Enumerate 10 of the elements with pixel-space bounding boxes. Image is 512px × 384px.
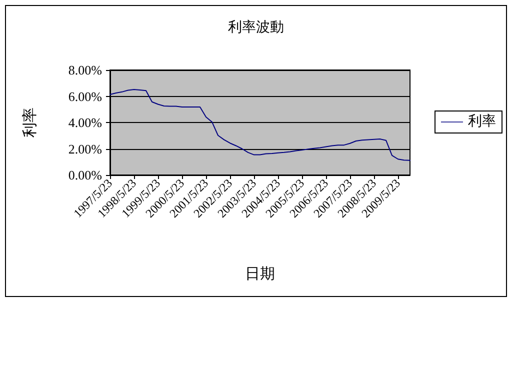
x-axis-title: 日期 (245, 266, 275, 282)
y-tick-label: 2.00% (68, 141, 102, 156)
legend-label: 利率 (468, 114, 496, 130)
y-tick-label: 4.00% (68, 115, 102, 130)
y-tick-label: 8.00% (68, 62, 102, 78)
y-axis-title: 利率 (22, 108, 38, 138)
y-tick-label: 6.00% (68, 88, 102, 104)
y-tick-label: 0.00% (68, 168, 102, 182)
line-series (110, 89, 410, 161)
chart-title: 利率波動 (228, 20, 284, 36)
